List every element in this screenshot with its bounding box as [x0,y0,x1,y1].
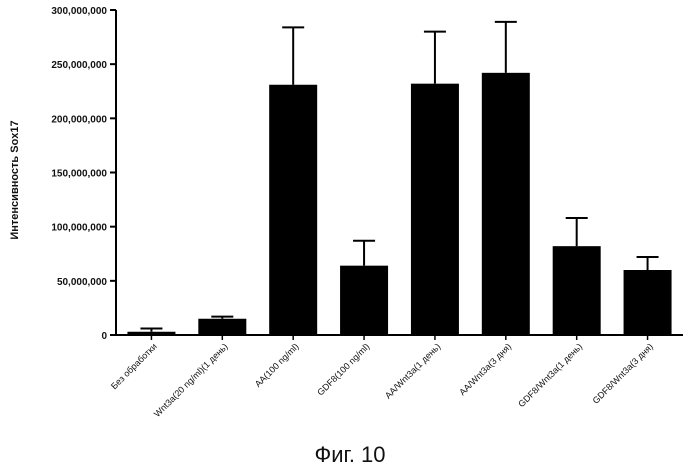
x-tick-label: GDF8(100 ng/ml) [315,341,371,397]
y-tick-label: 100,000,000 [51,223,107,234]
y-tick-label: 200,000,000 [51,114,107,125]
bar [127,332,175,335]
x-tick-label: Без обработки [109,341,159,391]
x-axis: Без обработкиWnt3a(20 ng/ml)(1 день) AA(1… [109,335,683,419]
y-tick-label: 0 [101,331,107,342]
x-tick-label: GDF8/Wnt3a(1 день) [516,341,584,409]
y-axis-label: Интенсивность Sox17 [9,120,21,239]
x-tick-label: AA/Wnt3a(3 дня) [457,341,513,397]
bars [127,22,671,335]
bar [624,270,672,335]
y-tick-label: 250,000,000 [51,60,107,71]
bar [411,84,459,335]
figure-caption: Фиг. 10 [314,442,385,467]
y-tick-label: 150,000,000 [51,169,107,180]
bar [482,73,530,335]
bar [340,266,388,335]
x-tick-label: Wnt3a(20 ng/ml)(1 день) [152,341,230,419]
bar [269,85,317,335]
bar [198,319,246,335]
x-tick-label: AA(100 ng/ml) [253,341,301,389]
y-tick-label: 300,000,000 [51,6,107,17]
x-tick-label: GDF8/Wnt3a(3 дня) [591,341,655,405]
bar [553,246,601,335]
y-tick-label: 50,000,000 [57,277,107,288]
x-tick-label: AA/Wnt3a(1 день) [383,341,442,400]
y-axis: 0 50,000,000 100,000,000 150,000,000 200,000… [51,6,116,342]
bar-chart: 0 50,000,000 100,000,000 150,000,000 200,000… [0,0,700,471]
